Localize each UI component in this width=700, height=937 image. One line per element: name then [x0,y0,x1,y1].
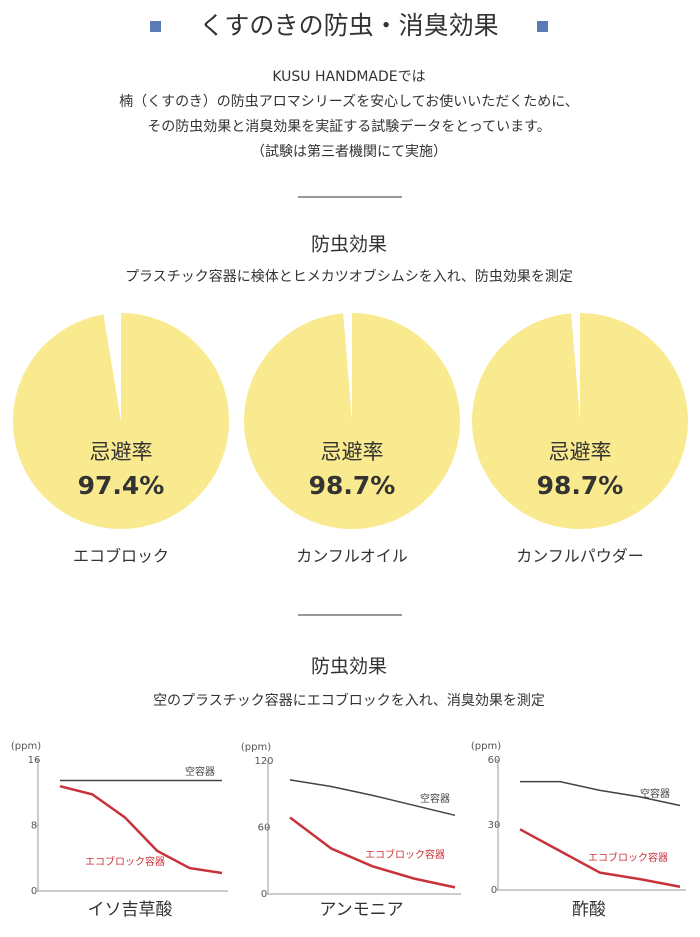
pie-slice [13,313,230,529]
title-bullet [537,21,548,32]
section-heading: 防虫効果 [311,234,387,256]
intro-line: KUSU HANDMADEでは [272,69,425,85]
series-label: エコブロック容器 [588,851,668,864]
intro-line: 楠（くすのき）の防虫アロマシリーズを安心してお使いいただくために、 [119,93,579,110]
series-line [289,779,456,817]
pie-center-label: 忌避率 [321,440,384,464]
pie-value-label: 97.4% [78,471,165,500]
y-tick-label: 0 [261,889,267,900]
series-label: エコブロック容器 [85,855,165,868]
chart-title: イソ吉草酸 [88,900,173,920]
y-tick-label: 60 [258,823,271,834]
series-line [289,816,456,889]
page-title: くすのきの防虫・消臭効果 [199,11,498,40]
pie-center-label: 忌避率 [549,440,612,464]
series-label: 空容器 [185,765,215,778]
series-label: 空容器 [640,787,670,800]
title-bullet [150,21,161,32]
series-line [520,780,681,807]
series-line [59,784,223,875]
intro-line: その防虫効果と消臭効果を実証する試験データをとっています。 [147,118,550,135]
series-line [519,828,681,888]
y-tick-label: 8 [31,821,37,832]
section-description: 空のプラスチック容器にエコブロックを入れ、消臭効果を測定 [153,692,545,709]
chart-title: アンモニア [319,900,403,920]
y-tick-label: 120 [254,756,273,767]
intro-line: （試験は第三者機関にて実施） [251,143,447,160]
y-tick-label: 60 [488,755,501,766]
pie-center-label: 忌避率 [90,440,153,464]
pie-value-label: 98.7% [537,471,624,500]
section-description: プラスチック容器に検体とヒメカツオブシムシを入れ、防虫効果を測定 [125,268,573,285]
y-tick-label: 0 [491,885,497,896]
y-axis-label: (ppm) [241,742,271,753]
pie-value-label: 98.7% [309,471,396,500]
y-axis-label: (ppm) [471,741,501,752]
y-axis-label: (ppm) [11,741,41,752]
pie-name: カンフルパウダー [516,547,644,566]
pie-slice [471,313,688,529]
pie-slice [243,313,460,529]
chart-title: 酢酸 [572,900,606,920]
series-label: 空容器 [420,792,450,805]
y-tick-label: 0 [31,886,37,897]
pie-name: エコブロック [73,547,169,566]
pie-name: カンフルオイル [296,547,408,566]
y-tick-label: 16 [28,755,41,766]
series-label: エコブロック容器 [365,848,445,861]
y-tick-label: 30 [488,820,501,831]
section-heading: 防虫効果 [311,656,387,678]
